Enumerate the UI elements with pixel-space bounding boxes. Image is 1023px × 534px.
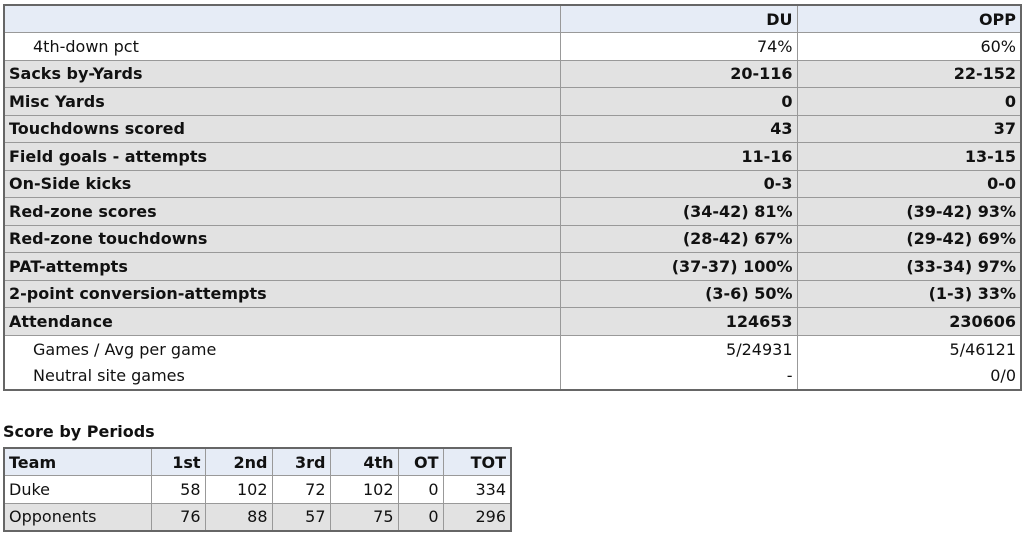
stat-row: PAT-attempts (37-37) 100% (33-34) 97% (3, 252, 1022, 281)
stat-opp: 0/0 (796, 362, 1022, 390)
stat-label: On-Side kicks (3, 169, 561, 198)
team-name: Duke (3, 475, 152, 504)
stat-du: 0-3 (559, 169, 798, 198)
score-header-cell: 2nd (204, 447, 273, 476)
stat-opp: 230606 (796, 307, 1022, 336)
stat-opp: 0-0 (796, 169, 1022, 198)
stat-du: 20-116 (559, 59, 798, 88)
stat-row: Attendance 124653 230606 (3, 307, 1022, 336)
stat-opp: 60% (796, 32, 1022, 61)
score-cell: 102 (204, 475, 273, 504)
stat-du: 74% (559, 32, 798, 61)
score-header-row: Team 1st 2nd 3rd 4th OT TOT (3, 447, 512, 476)
stat-du: (34-42) 81% (559, 197, 798, 226)
stat-opp: 0 (796, 87, 1022, 116)
score-row: Duke 58 102 72 102 0 334 (3, 475, 512, 504)
stats-table: DU OPP 4th-down pct 74% 60% Sacks by-Yards 2… (3, 4, 1022, 391)
stat-opp: (33-34) 97% (796, 252, 1022, 281)
score-header-cell: Team (3, 447, 152, 476)
stat-row: Touchdowns scored 43 37 (3, 114, 1022, 143)
stat-du: 0 (559, 87, 798, 116)
stat-label: Attendance (3, 307, 561, 336)
score-cell: 88 (204, 502, 273, 531)
stat-opp: (1-3) 33% (796, 279, 1022, 308)
header-row: DU OPP (3, 4, 1022, 33)
stat-label: Games / Avg per game (3, 335, 561, 363)
stat-du: 124653 (559, 307, 798, 336)
stat-opp: 22-152 (796, 59, 1022, 88)
score-cell: 58 (150, 475, 206, 504)
header-cell (3, 4, 561, 33)
score-cell: 296 (442, 502, 512, 531)
stat-label: Touchdowns scored (3, 114, 561, 143)
section-title: Score by Periods (3, 422, 155, 441)
stat-label: Neutral site games (3, 362, 561, 390)
stat-row: Neutral site games -0/0 (3, 362, 1022, 390)
score-row: Opponents 76 88 57 75 0 296 (3, 502, 512, 531)
stat-label: Red-zone scores (3, 197, 561, 226)
score-header-cell: OT (397, 447, 444, 476)
stat-label: PAT-attempts (3, 252, 561, 281)
score-cell: 0 (397, 475, 444, 504)
stat-label: Misc Yards (3, 87, 561, 116)
stat-row: On-Side kicks 0-3 0-0 (3, 169, 1022, 198)
stat-opp: 37 (796, 114, 1022, 143)
score-cell: 102 (329, 475, 399, 504)
score-header-cell: TOT (442, 447, 512, 476)
score-cell: 334 (442, 475, 512, 504)
header-cell: DU (559, 4, 798, 33)
stat-row: 4th-down pct 74% 60% (3, 32, 1022, 61)
stat-opp: 5/46121 (796, 335, 1022, 363)
score-table: Team 1st 2nd 3rd 4th OT TOT Duke 58 102 72 102 0 334 O… (3, 447, 512, 532)
score-cell: 57 (271, 502, 331, 531)
stat-row: Misc Yards 0 0 (3, 87, 1022, 116)
score-header-cell: 1st (150, 447, 206, 476)
stat-row: Red-zone scores (34-42) 81% (39-42) 93% (3, 197, 1022, 226)
score-cell: 0 (397, 502, 444, 531)
score-cell: 76 (150, 502, 206, 531)
score-cell: 75 (329, 502, 399, 531)
stat-du: 5/24931 (559, 335, 798, 363)
stat-du: (28-42) 67% (559, 224, 798, 253)
stat-du: 11-16 (559, 142, 798, 171)
stat-opp: 13-15 (796, 142, 1022, 171)
stat-row: Sacks by-Yards 20-116 22-152 (3, 59, 1022, 88)
score-body: Team 1st 2nd 3rd 4th OT TOT Duke 58 102 72 102 0 334 O… (3, 447, 512, 531)
score-cell: 72 (271, 475, 331, 504)
stat-row: 2-point conversion-attempts (3-6) 50% (1-3… (3, 279, 1022, 308)
stat-opp: (39-42) 93% (796, 197, 1022, 226)
score-header-cell: 4th (329, 447, 399, 476)
stat-row: Games / Avg per game 5/24931 5/46121 (3, 335, 1022, 363)
stat-label: Red-zone touchdowns (3, 224, 561, 253)
stat-label: Sacks by-Yards (3, 59, 561, 88)
stat-opp: (29-42) 69% (796, 224, 1022, 253)
stat-label: 2-point conversion-attempts (3, 279, 561, 308)
stats-body: DU OPP 4th-down pct 74% 60% Sacks by-Yards 2… (3, 4, 1022, 390)
stat-du: 43 (559, 114, 798, 143)
stat-row: Field goals - attempts 11-16 13-15 (3, 142, 1022, 171)
header-cell: OPP (796, 4, 1022, 33)
stat-row: Red-zone touchdowns (28-42) 67% (29-42) 69… (3, 224, 1022, 253)
team-name: Opponents (3, 502, 152, 531)
stat-label: 4th-down pct (3, 32, 561, 61)
score-header-cell: 3rd (271, 447, 331, 476)
stat-du: (37-37) 100% (559, 252, 798, 281)
stat-label: Field goals - attempts (3, 142, 561, 171)
stat-du: - (559, 362, 798, 390)
stat-du: (3-6) 50% (559, 279, 798, 308)
